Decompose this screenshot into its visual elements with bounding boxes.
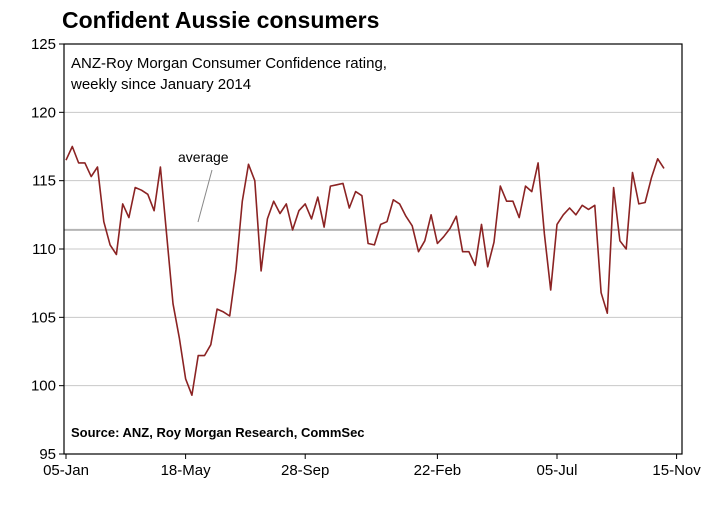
- y-axis: 95 100 105 110 115 120 125: [31, 36, 64, 463]
- x-tick-label: 15-Nov: [652, 462, 701, 479]
- y-tick-label: 95: [39, 446, 56, 463]
- x-tick-label: 05-Jan: [43, 462, 89, 479]
- x-axis: 05-Jan 18-May 28-Sep 22-Feb 05-Jul 15-Nov: [43, 454, 701, 479]
- chart-subtitle-line-2: weekly since January 2014: [70, 76, 251, 93]
- chart-title: Confident Aussie consumers: [62, 7, 379, 33]
- x-tick-label: 28-Sep: [281, 462, 329, 479]
- source-note: Source: ANZ, Roy Morgan Research, CommSe…: [71, 425, 365, 440]
- y-tick-label: 120: [31, 104, 56, 121]
- x-tick-label: 22-Feb: [414, 462, 462, 479]
- y-tick-label: 125: [31, 36, 56, 53]
- series-line: [65, 145, 665, 397]
- gridlines: [64, 111, 682, 387]
- x-tick-label: 05-Jul: [537, 462, 578, 479]
- x-tick-label: 18-May: [161, 462, 212, 479]
- y-tick-label: 100: [31, 378, 56, 395]
- y-tick-label: 105: [31, 309, 56, 326]
- average-label: average: [178, 149, 229, 165]
- y-tick-label: 110: [32, 241, 56, 258]
- average-pointer: [197, 169, 213, 223]
- y-tick-label: 115: [32, 173, 56, 190]
- chart-subtitle-line-1: ANZ-Roy Morgan Consumer Confidence ratin…: [71, 55, 387, 72]
